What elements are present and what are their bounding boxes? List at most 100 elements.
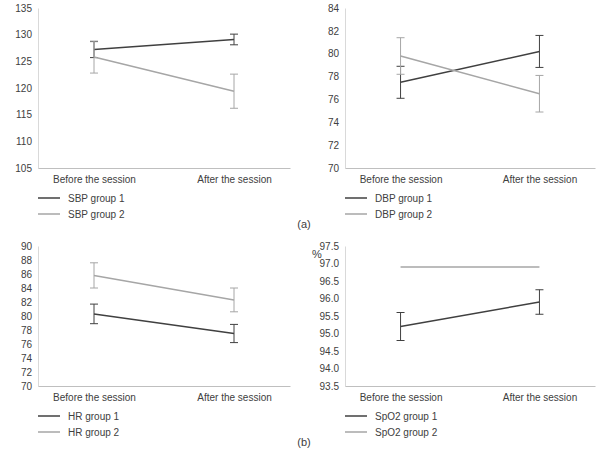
plot-area: [90, 263, 238, 343]
error-bar: [397, 313, 405, 341]
error-bar-cap: [90, 262, 98, 263]
y-tick: 78: [328, 71, 345, 82]
y-tick: 82: [21, 297, 38, 308]
y-tick: 96.0: [320, 293, 345, 304]
x-axis-line: [39, 168, 291, 169]
y-axis-line: [38, 247, 39, 387]
x-tick-label: After the session: [503, 392, 577, 403]
x-tick-label: After the session: [197, 392, 271, 403]
y-tick: 78: [21, 325, 38, 336]
legend-swatch: [38, 431, 60, 433]
legend: HR group 1HR group 2: [38, 411, 120, 438]
error-bar: [535, 35, 543, 67]
y-tick: 90: [21, 241, 38, 252]
x-tick: After the session: [197, 386, 271, 403]
error-bar-cap: [397, 74, 405, 75]
y-tick-label: 78: [21, 325, 33, 336]
x-tick-label: Before the session: [53, 174, 136, 185]
legend-swatch: [38, 197, 60, 199]
error-bar-stem: [94, 304, 95, 324]
series-line: [94, 57, 234, 91]
y-tick-label: 76: [328, 94, 340, 105]
y-tick-label: 94.0: [320, 363, 340, 374]
plot-area: [397, 35, 544, 112]
y-tick: 115: [16, 109, 38, 120]
y-tick: 82: [328, 26, 345, 37]
x-axis: Before the session After the session: [346, 386, 596, 403]
y-tick-label: 84: [21, 283, 33, 294]
y-tick: 105: [15, 163, 38, 174]
y-tick-label: 82: [21, 297, 33, 308]
y-tick-label: 86: [21, 269, 33, 280]
y-tick-label: 90: [21, 241, 33, 252]
error-bar: [90, 304, 98, 324]
y-tick: 88: [21, 255, 38, 266]
y-tick-label: 96.5: [320, 276, 340, 287]
y-tick: 74: [21, 353, 38, 364]
error-bar-cap: [535, 35, 543, 36]
y-axis: 7072747678808284: [328, 3, 346, 174]
plot-area: [90, 34, 238, 108]
legend-item: DBP group 1: [345, 193, 433, 204]
error-bar-cap: [230, 108, 238, 109]
error-bar-stem: [234, 74, 235, 108]
y-tick: 130: [15, 29, 38, 40]
x-axis-line: [39, 386, 291, 387]
error-bar-cap: [90, 288, 98, 289]
legend-label: SpO2 group 2: [375, 427, 438, 438]
error-bar-stem: [539, 290, 540, 315]
y-tick: 80: [328, 48, 345, 59]
error-bar-cap: [535, 75, 543, 76]
x-tick-label: Before the session: [360, 392, 443, 403]
x-tick-label: After the session: [197, 174, 271, 185]
y-tick: 97.5: [320, 241, 345, 252]
legend-item: SBP group 1: [38, 193, 125, 204]
legend: DBP group 1 DBP group 2: [345, 193, 433, 220]
y-axis-line: [38, 9, 39, 169]
y-tick-label: 74: [328, 117, 340, 128]
y-tick-label: 96.0: [320, 293, 340, 304]
error-bar-cap: [90, 323, 98, 324]
x-axis-line: [346, 168, 596, 169]
y-tick-label: 94.5: [320, 346, 340, 357]
legend-swatch: [38, 415, 60, 417]
error-bar-cap: [230, 311, 238, 312]
legend-item: SpO2 group 1: [345, 411, 438, 422]
error-bar-cap: [535, 314, 543, 315]
y-tick-label: 95.0: [320, 328, 340, 339]
error-bar-stem: [539, 75, 540, 112]
error-bar-cap: [230, 74, 238, 75]
error-bar-stem: [234, 324, 235, 342]
figure: 105110115120125130135Before the sessionA…: [0, 0, 608, 451]
y-tick-label: 84: [328, 3, 340, 14]
y-tick-label: 135: [15, 3, 32, 14]
plot-area: [397, 267, 544, 341]
error-bar-cap: [535, 289, 543, 290]
error-bar-cap: [535, 67, 543, 68]
y-tick-label: 80: [21, 311, 33, 322]
y-axis: 7072747678808284868890: [21, 241, 39, 392]
y-tick: 94.5: [320, 346, 345, 357]
error-bar-cap: [90, 73, 98, 74]
chart: 105110115120125130135Before the sessionA…: [15, 3, 290, 220]
y-tick: 93.5: [320, 381, 345, 392]
error-bar: [535, 75, 543, 112]
series-line: [401, 51, 540, 82]
error-bar-cap: [397, 340, 405, 341]
chart: 7072747678808284868890Before the session…: [21, 241, 291, 438]
y-tick: 84: [328, 3, 345, 14]
error-bar: [230, 324, 238, 342]
error-bar-stem: [94, 263, 95, 288]
y-axis-title: %: [312, 248, 322, 260]
legend-item: DBP group 2: [345, 209, 433, 220]
error-bar-stem: [94, 41, 95, 73]
x-axis-line: [346, 386, 596, 387]
series-line: [401, 56, 540, 94]
panel-label: (a): [297, 218, 310, 230]
y-tick: 80: [21, 311, 38, 322]
y-tick: 96.5: [320, 276, 345, 287]
y-tick-label: 88: [21, 255, 33, 266]
x-tick: Before the session: [360, 386, 443, 403]
y-tick-label: 82: [328, 26, 340, 37]
chart: 93.594.094.595.095.596.096.597.097.5Befo…: [312, 241, 595, 438]
